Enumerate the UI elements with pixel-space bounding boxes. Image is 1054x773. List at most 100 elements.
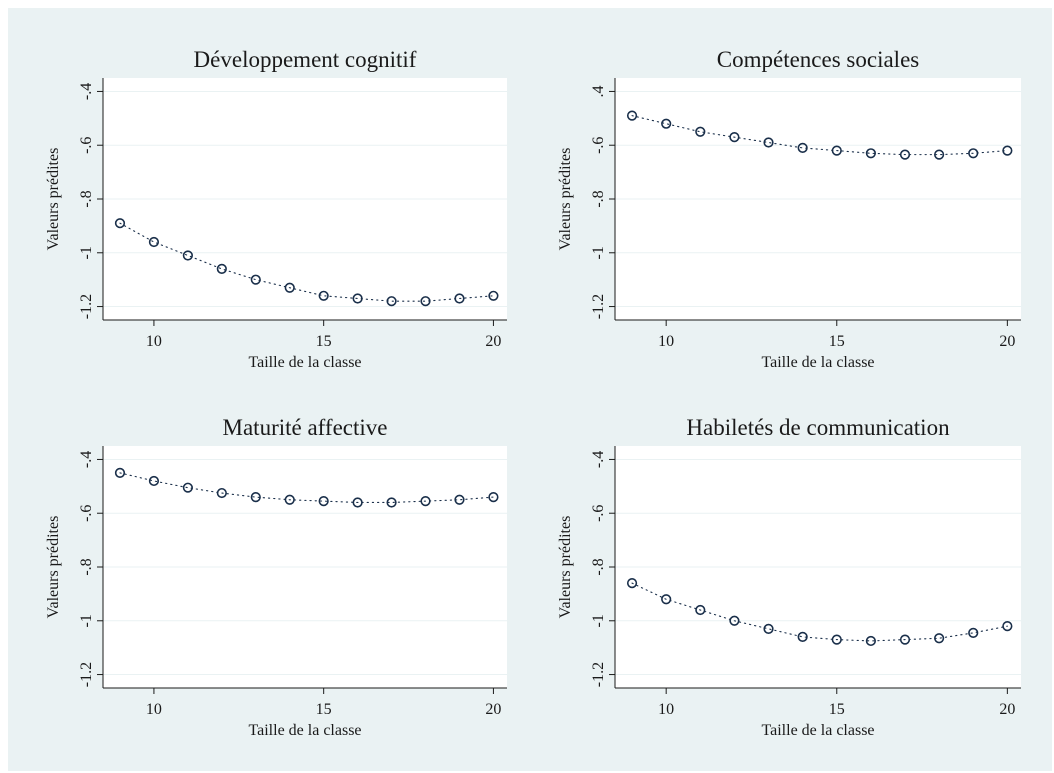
data-point bbox=[318, 496, 329, 507]
data-point bbox=[626, 578, 638, 589]
x-tick-label: 20 bbox=[999, 333, 1015, 350]
panel-title: Maturité affective bbox=[223, 415, 388, 440]
data-point bbox=[831, 145, 842, 156]
chart-panel-2: .4 -.6 -.8 -1 -1.2 10 15 20 Compétences sociales… bbox=[557, 47, 1021, 371]
y-tick-label: -1.2 bbox=[78, 294, 95, 319]
x-tick-label: 20 bbox=[485, 333, 501, 350]
data-point bbox=[695, 126, 706, 137]
data-point bbox=[250, 274, 261, 285]
y-tick-label: -1.2 bbox=[78, 662, 95, 687]
data-point bbox=[250, 491, 261, 503]
data-point bbox=[729, 132, 740, 143]
data-point bbox=[661, 118, 672, 129]
data-point bbox=[1002, 145, 1013, 156]
y-tick-label: -.4 bbox=[78, 451, 95, 468]
data-point bbox=[729, 615, 740, 626]
chart-panel-1: -.4 -.6 -.8 -1 -1.2 10 15 20 Développement cogni… bbox=[45, 47, 507, 371]
y-axis-label: Valeurs prédites bbox=[45, 148, 62, 251]
x-axis-label: Taille de la classe bbox=[761, 722, 874, 739]
x-tick-label: 10 bbox=[658, 701, 674, 718]
x-tick-label: 10 bbox=[146, 701, 162, 718]
data-point bbox=[865, 635, 876, 647]
y-tick-label: -.6 bbox=[590, 505, 607, 522]
panel-title: Habiletés de communication bbox=[686, 415, 950, 440]
data-point bbox=[148, 236, 160, 248]
data-point bbox=[284, 494, 295, 505]
x-tick-label: 15 bbox=[829, 701, 845, 718]
x-tick-label: 15 bbox=[316, 701, 332, 718]
x-axis-label: Taille de la classe bbox=[761, 354, 874, 371]
data-point bbox=[934, 149, 945, 160]
series-line bbox=[119, 472, 494, 504]
x-tick-label: 20 bbox=[999, 701, 1015, 718]
y-tick-label: -.6 bbox=[78, 137, 95, 154]
data-point bbox=[454, 293, 465, 304]
data-point bbox=[182, 482, 193, 493]
data-point bbox=[352, 293, 363, 304]
y-tick-label: -.8 bbox=[590, 190, 607, 207]
data-point bbox=[865, 148, 876, 159]
series-line bbox=[119, 222, 494, 302]
y-axis-label: Valeurs prédites bbox=[557, 516, 574, 619]
data-point bbox=[148, 475, 160, 487]
x-tick-label: 10 bbox=[146, 333, 162, 350]
y-tick-label: .4 bbox=[590, 85, 607, 97]
series-line bbox=[631, 582, 1008, 642]
data-point bbox=[216, 487, 227, 499]
panel-title: Compétences sociales bbox=[717, 47, 920, 72]
data-point bbox=[352, 497, 363, 508]
data-point bbox=[488, 491, 499, 503]
y-tick-label: -1 bbox=[590, 246, 607, 259]
data-point bbox=[968, 148, 979, 159]
data-point bbox=[763, 137, 774, 148]
data-point bbox=[386, 497, 397, 508]
y-axis-label: Valeurs prédites bbox=[557, 148, 574, 251]
y-tick-label: -1 bbox=[78, 614, 95, 627]
data-point bbox=[797, 142, 808, 154]
x-axis-label: Taille de la classe bbox=[248, 722, 361, 739]
data-point bbox=[488, 290, 499, 301]
data-point bbox=[934, 633, 945, 644]
chart-panel-3: -.4 -.6 -.8 -1 -1.2 10 15 20 Maturité affective T… bbox=[45, 415, 507, 739]
data-point bbox=[420, 296, 431, 307]
x-tick-label: 10 bbox=[658, 333, 674, 350]
data-point bbox=[831, 634, 842, 645]
data-point bbox=[284, 282, 295, 293]
y-tick-label: -.4 bbox=[590, 451, 607, 468]
y-tick-label: -.4 bbox=[78, 83, 95, 100]
data-point bbox=[318, 290, 329, 301]
y-tick-label: -1 bbox=[78, 246, 95, 259]
y-tick-label: -.8 bbox=[590, 558, 607, 575]
chart-grid-svg: -.4 -.6 -.8 -1 -1.2 10 15 20 Développement cogni… bbox=[45, 47, 1021, 739]
chart-panel-4: -.4 -.6 -.8 -1 -1.2 10 15 20 Habiletés de commun… bbox=[557, 415, 1021, 739]
figure-background: -.4 -.6 -.8 -1 -1.2 10 15 20 Développement cogni… bbox=[8, 8, 1052, 771]
data-point bbox=[695, 604, 706, 616]
data-point bbox=[216, 263, 227, 275]
x-axis-label: Taille de la classe bbox=[248, 354, 361, 371]
y-tick-label: -.8 bbox=[78, 558, 95, 575]
y-tick-label: -.6 bbox=[78, 505, 95, 522]
data-point bbox=[899, 634, 911, 645]
y-tick-label: -1 bbox=[590, 614, 607, 627]
data-point bbox=[182, 250, 193, 261]
x-tick-label: 20 bbox=[485, 701, 501, 718]
data-point bbox=[763, 623, 774, 634]
data-point bbox=[1002, 621, 1013, 632]
y-tick-label: -1.2 bbox=[590, 294, 607, 319]
data-point bbox=[420, 496, 431, 507]
data-point bbox=[114, 467, 126, 478]
x-tick-label: 15 bbox=[829, 333, 845, 350]
data-point bbox=[454, 494, 465, 505]
data-point bbox=[626, 110, 638, 121]
y-axis-label: Valeurs prédites bbox=[45, 516, 62, 619]
panel-title: Développement cognitif bbox=[194, 47, 417, 72]
data-point bbox=[661, 594, 672, 605]
data-point bbox=[386, 296, 397, 307]
y-tick-label: -.8 bbox=[78, 190, 95, 207]
x-tick-label: 15 bbox=[316, 333, 332, 350]
data-point bbox=[114, 218, 126, 229]
data-point bbox=[899, 149, 911, 160]
data-point bbox=[968, 627, 979, 638]
data-point bbox=[797, 631, 808, 643]
y-tick-label: -1.2 bbox=[590, 662, 607, 687]
